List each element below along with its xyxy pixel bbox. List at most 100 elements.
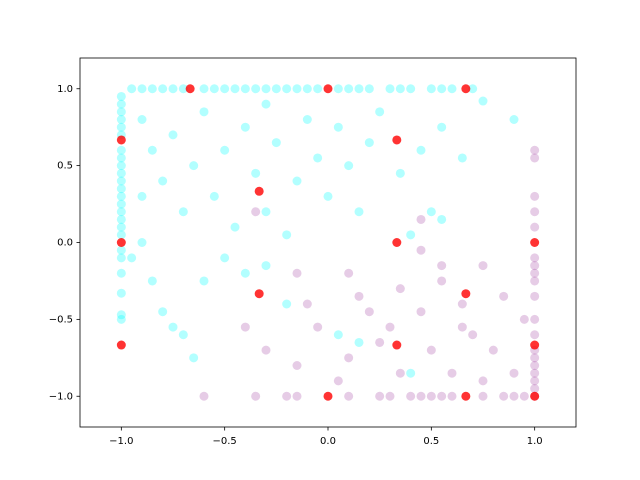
scatter-point <box>437 276 447 286</box>
scatter-point <box>354 207 364 217</box>
scatter-point <box>282 84 292 94</box>
scatter-point <box>344 161 354 171</box>
scatter-point <box>461 391 471 401</box>
scatter-point <box>323 84 333 94</box>
scatter-point <box>344 84 354 94</box>
scatter-point <box>530 276 540 286</box>
scatter-point <box>530 207 540 217</box>
scatter-point <box>530 314 540 324</box>
scatter-point <box>457 299 467 309</box>
scatter-point <box>261 207 271 217</box>
scatter-point <box>437 261 447 271</box>
scatter-point <box>416 214 426 224</box>
scatter-point <box>447 368 457 378</box>
scatter-point <box>457 153 467 163</box>
scatter-point <box>392 135 402 145</box>
scatter-point <box>251 84 261 94</box>
scatter-point <box>282 299 292 309</box>
scatter-point <box>220 253 230 263</box>
scatter-point <box>461 289 471 299</box>
scatter-point <box>199 276 209 286</box>
scatter-point <box>254 186 264 196</box>
scatter-point <box>478 261 488 271</box>
scatter-point <box>240 84 250 94</box>
scatter-point <box>116 161 126 171</box>
scatter-point <box>292 391 302 401</box>
scatter-point <box>364 138 374 148</box>
scatter-point <box>530 253 540 263</box>
scatter-point <box>116 314 126 324</box>
scatter-point <box>199 107 209 117</box>
scatter-point <box>392 340 402 350</box>
scatter-point <box>437 84 447 94</box>
scatter-point <box>116 310 126 320</box>
scatter-point <box>261 84 271 94</box>
x-tick-label: 0.5 <box>423 436 439 447</box>
scatter-point <box>375 391 385 401</box>
scatter-point <box>240 268 250 278</box>
scatter-point <box>530 145 540 155</box>
scatter-point <box>478 391 488 401</box>
scatter-point <box>261 99 271 109</box>
scatter-point <box>220 145 230 155</box>
scatter-point <box>116 115 126 124</box>
scatter-point <box>509 391 519 401</box>
scatter-point <box>116 135 126 145</box>
x-tick-label: −0.5 <box>213 436 237 447</box>
scatter-point <box>344 353 354 363</box>
scatter-point <box>282 230 292 240</box>
scatter-point <box>116 199 126 209</box>
scatter-point <box>158 307 168 317</box>
scatter-point <box>209 191 219 201</box>
scatter-point <box>530 384 540 394</box>
scatter-point <box>406 230 416 240</box>
scatter-point <box>271 84 281 94</box>
scatter-point <box>530 222 540 232</box>
y-tick-label: −0.5 <box>49 314 73 325</box>
scatter-point <box>220 84 230 94</box>
scatter-point <box>530 376 540 386</box>
y-tick-label: 1.0 <box>57 84 73 95</box>
scatter-point <box>468 330 478 340</box>
scatter-point <box>437 214 447 224</box>
scatter-point <box>230 84 240 94</box>
scatter-point <box>116 245 126 255</box>
scatter-point <box>189 353 199 363</box>
scatter-point <box>333 84 343 94</box>
scatter-point <box>530 330 540 340</box>
scatter-point <box>137 238 147 247</box>
scatter-point <box>530 340 540 350</box>
scatter-point <box>385 322 395 332</box>
scatter-point <box>426 84 436 94</box>
scatter-point <box>323 191 333 201</box>
scatter-point <box>395 284 405 294</box>
scatter-point <box>530 291 540 301</box>
scatter-point <box>147 145 157 155</box>
scatter-point <box>127 253 137 263</box>
scatter-point <box>127 84 137 94</box>
scatter-point <box>416 245 426 255</box>
scatter-point <box>116 122 126 132</box>
scatter-point <box>251 207 261 217</box>
plot-area <box>116 84 540 401</box>
scatter-point <box>395 368 405 378</box>
scatter-point <box>333 376 343 386</box>
scatter-point <box>313 84 323 94</box>
scatter-point <box>478 96 488 106</box>
scatter-point <box>116 176 126 186</box>
scatter-point <box>385 391 395 401</box>
scatter-point <box>437 122 447 132</box>
scatter-point <box>509 115 519 124</box>
scatter-point <box>313 153 323 163</box>
scatter-point <box>251 391 261 401</box>
scatter-point <box>116 288 126 298</box>
scatter-point <box>461 84 471 94</box>
scatter-point <box>530 261 540 271</box>
y-tick-label: −1.0 <box>49 391 73 402</box>
scatter-point <box>416 391 426 401</box>
scatter-point <box>333 330 343 340</box>
scatter-point <box>292 268 302 278</box>
scatter-point <box>292 361 302 370</box>
scatter-point <box>392 238 402 247</box>
